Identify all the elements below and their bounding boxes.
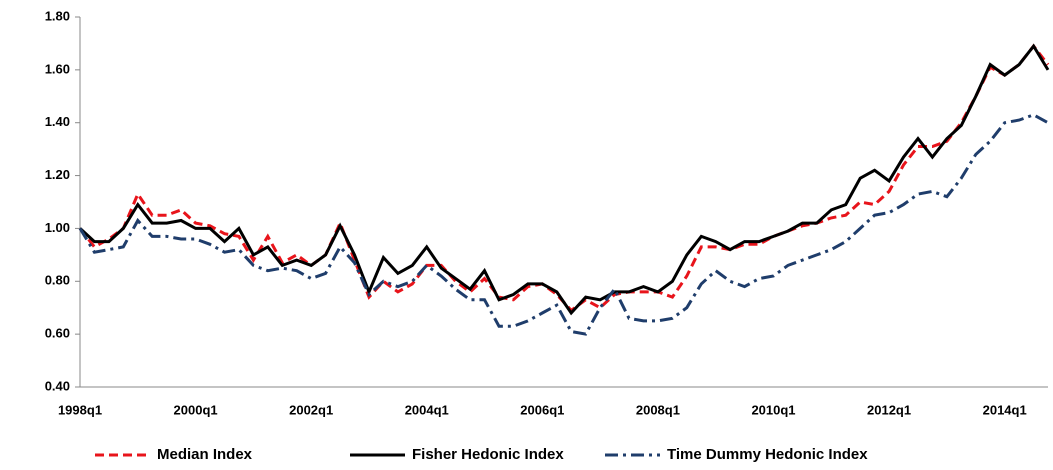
x-tick-label: 2006q1 [520,402,564,417]
x-tick-label: 1998q1 [58,402,102,417]
y-tick-label: 1.80 [45,8,70,23]
y-tick-label: 0.40 [45,378,70,393]
y-tick-label: 1.00 [45,220,70,235]
series-line [78,43,1050,313]
x-tick-label: 2012q1 [867,402,911,417]
legend-label: Fisher Hedonic Index [412,446,564,463]
y-tick-label: 0.60 [45,326,70,341]
x-tick-label: 2000q1 [174,402,218,417]
legend: Median Index Fisher Hedonic Index Time Dum… [95,446,868,463]
y-tick-label: 1.60 [45,61,70,76]
x-tick-label: 2002q1 [289,402,333,417]
y-tick-label: 0.80 [45,273,70,288]
legend-label: Median Index [157,446,253,463]
y-tick-label: 1.40 [45,114,70,129]
series-line [78,113,1049,336]
legend-label: Time Dummy Hedonic Index [667,446,868,463]
x-tick-label: 2014q1 [983,402,1027,417]
x-tick-label: 2004q1 [405,402,449,417]
x-tick-label: 2008q1 [636,402,680,417]
x-tick-label: 2010q1 [751,402,795,417]
y-tick-label: 1.20 [45,167,70,182]
series-line [78,43,1050,316]
